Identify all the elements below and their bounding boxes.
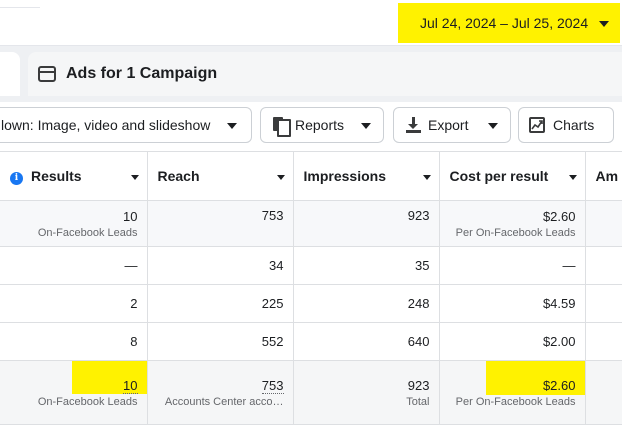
cost-value: $2.60 xyxy=(542,208,576,224)
reach-cell: 34 xyxy=(147,246,294,285)
cost-total-cell: $2.60 Per On-Facebook Leads xyxy=(439,360,586,425)
line-chart-icon xyxy=(529,117,545,133)
chevron-down-icon xyxy=(599,21,609,27)
reach-value: 225 xyxy=(261,296,284,311)
sort-caret-icon[interactable] xyxy=(568,175,577,180)
cost-cell: — xyxy=(439,246,586,285)
column-header-label: Impressions xyxy=(303,168,386,184)
results-value: 10 xyxy=(123,208,138,224)
column-header-results[interactable]: i Results xyxy=(0,151,148,201)
tab-ads-label: Ads for 1 Campaign xyxy=(66,65,218,82)
toolbar: lown: Image, video and slideshow Reports… xyxy=(0,102,622,150)
column-header-cost-per-result[interactable]: Cost per result xyxy=(439,151,586,201)
impressions-cell: 640 xyxy=(293,322,440,361)
cost-value: $2.00 xyxy=(542,334,576,349)
top-left-divider xyxy=(0,0,40,8)
column-header-label: Am xyxy=(595,168,619,184)
highlight-marker xyxy=(72,360,146,394)
highlight-marker xyxy=(485,360,584,395)
results-cell: 10 On-Facebook Leads xyxy=(0,200,148,247)
sort-caret-icon[interactable] xyxy=(276,175,285,180)
column-header-label: Results xyxy=(31,167,82,184)
date-range-picker[interactable]: Jul 24, 2024 – Jul 25, 2024 xyxy=(398,3,620,43)
tab-bar: Ads for 1 Campaign xyxy=(0,46,622,102)
impressions-total-value: 923 xyxy=(407,377,430,393)
impressions-value: 35 xyxy=(415,258,430,273)
download-icon xyxy=(406,117,421,133)
total-row: 10 On-Facebook Leads 753 Accounts Center… xyxy=(0,360,622,425)
results-total-type: On-Facebook Leads xyxy=(37,395,138,408)
impressions-value: 248 xyxy=(407,296,430,311)
results-total-value[interactable]: 10 xyxy=(123,377,138,394)
sort-caret-icon[interactable] xyxy=(130,175,139,180)
breakdown-button[interactable]: lown: Image, video and slideshow xyxy=(0,107,252,143)
table-row: 8 552 640 $2.00 xyxy=(0,322,622,361)
column-header-label: Reach xyxy=(157,168,200,184)
cost-value: — xyxy=(562,258,576,273)
results-cell: — xyxy=(0,246,148,285)
info-icon[interactable]: i xyxy=(10,171,23,185)
tab-ads[interactable]: Ads for 1 Campaign xyxy=(28,52,622,96)
reach-cell: 753 xyxy=(147,200,294,247)
reach-cell: 225 xyxy=(147,284,294,323)
reach-value: 34 xyxy=(269,258,284,273)
impressions-total-cell: 923 Total xyxy=(293,360,440,425)
column-header-impressions[interactable]: Impressions xyxy=(293,151,440,201)
results-total-cell: 10 On-Facebook Leads xyxy=(0,360,148,425)
reach-total-value[interactable]: 753 xyxy=(261,377,284,394)
impressions-cell: 248 xyxy=(293,284,440,323)
impressions-cell: 923 xyxy=(293,200,440,247)
reach-total-cell: 753 Accounts Center acco… xyxy=(147,360,294,425)
top-bar: Jul 24, 2024 – Jul 25, 2024 xyxy=(0,0,622,46)
table-row: — 34 35 — xyxy=(0,246,622,285)
chevron-down-icon xyxy=(361,123,371,129)
export-button[interactable]: Export xyxy=(393,107,511,143)
column-header-label: Cost per result xyxy=(449,168,549,184)
reach-value: 552 xyxy=(261,334,284,349)
chevron-down-icon xyxy=(227,123,237,129)
amount-total-cell xyxy=(585,360,622,425)
reach-cell: 552 xyxy=(147,322,294,361)
impressions-total-type: Total xyxy=(406,395,430,408)
impressions-value: 923 xyxy=(407,208,430,223)
results-cell: 2 xyxy=(0,284,148,323)
results-cell: 8 xyxy=(0,322,148,361)
sort-caret-icon[interactable] xyxy=(422,175,431,180)
cost-value: $4.59 xyxy=(542,296,576,311)
amount-cell xyxy=(585,322,622,361)
cost-cell: $4.59 xyxy=(439,284,586,323)
charts-label: Charts xyxy=(553,117,595,133)
impressions-value: 640 xyxy=(407,334,430,349)
date-range-label: Jul 24, 2024 – Jul 25, 2024 xyxy=(420,15,589,31)
results-value: — xyxy=(124,258,138,273)
reach-value: 753 xyxy=(261,208,284,223)
tab-previous[interactable] xyxy=(0,52,20,96)
cost-cell: $2.00 xyxy=(439,322,586,361)
amount-cell xyxy=(585,284,622,323)
cost-total-value: $2.60 xyxy=(542,377,576,393)
results-value: 2 xyxy=(130,296,138,311)
amount-cell xyxy=(585,246,622,285)
charts-button[interactable]: Charts xyxy=(518,107,614,143)
cost-total-type: Per On-Facebook Leads xyxy=(455,395,576,408)
results-type: On-Facebook Leads xyxy=(37,226,138,239)
column-header-amount-spent[interactable]: Am xyxy=(585,151,622,201)
breakdown-label: lown: Image, video and slideshow xyxy=(1,117,211,133)
cost-type: Per On-Facebook Leads xyxy=(455,226,576,239)
chevron-down-icon xyxy=(488,123,498,129)
export-label: Export xyxy=(428,117,469,133)
table-row: 2 225 248 $4.59 xyxy=(0,284,622,323)
ads-panel-icon xyxy=(38,66,56,82)
amount-cell xyxy=(585,200,622,247)
ads-table: i Results Reach Impressions Cost per resu… xyxy=(0,151,622,426)
reach-total-type: Accounts Center acco… xyxy=(164,395,284,408)
table-row: 10 On-Facebook Leads 753 923 $2.60 Per On-… xyxy=(0,200,622,247)
reports-icon xyxy=(273,117,291,137)
column-header-reach[interactable]: Reach xyxy=(147,151,294,201)
impressions-cell: 35 xyxy=(293,246,440,285)
reports-label: Reports xyxy=(295,117,345,133)
reports-button[interactable]: Reports xyxy=(260,107,384,143)
cost-cell: $2.60 Per On-Facebook Leads xyxy=(439,200,586,247)
results-value: 8 xyxy=(130,334,138,349)
